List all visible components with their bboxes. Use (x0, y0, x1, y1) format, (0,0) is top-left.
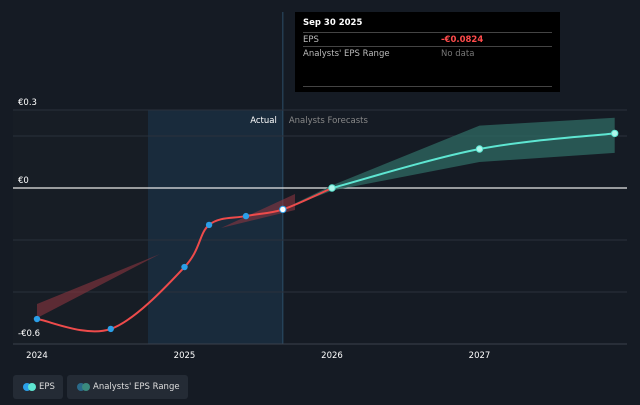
legend-range[interactable]: Analysts' EPS Range (67, 375, 188, 399)
eps-point (181, 263, 188, 271)
x-tick-label: 2026 (321, 351, 343, 361)
eps-point (33, 315, 41, 323)
eps-point (205, 221, 213, 229)
range-forecast-dot-icon (82, 383, 90, 391)
eps-chart: €0.3 €0 -€0.6 2024 2025 2026 2027 Actual Analyst… (13, 12, 627, 361)
range-dot-icon (77, 383, 85, 391)
eps-forecast-dot-icon (28, 383, 36, 391)
x-tick-label: 2024 (26, 351, 48, 361)
legend-range-label: Analysts' EPS Range (93, 382, 180, 392)
actual-label: Actual (250, 116, 277, 126)
eps-forecast-point (475, 145, 484, 153)
forecast-label: Analysts Forecasts (289, 116, 369, 126)
tooltip-date: Sep 30 2025 (303, 18, 363, 28)
legend-eps-label: EPS (39, 382, 55, 392)
tooltip: Sep 30 2025 EPS -€0.0824 Analysts' EPS Ra… (295, 12, 560, 92)
past-range-wedge (37, 254, 160, 318)
past-range-wedge (221, 194, 295, 228)
tooltip-range-value: No data (441, 49, 475, 59)
eps-point (107, 325, 114, 333)
eps-point (279, 205, 287, 214)
eps-forecast-point (611, 129, 619, 138)
tooltip-eps-row: EPS -€0.0824 (303, 32, 552, 47)
y-tick-label: €0.3 (18, 98, 37, 108)
legend-eps[interactable]: EPS (13, 375, 63, 399)
tooltip-eps-value: -€0.0824 (441, 35, 484, 45)
y-tick-label: €0 (18, 176, 29, 186)
tooltip-range-row: Analysts' EPS Range No data (303, 46, 552, 61)
eps-forecast-point (328, 184, 336, 192)
x-tick-label: 2025 (174, 351, 196, 361)
tooltip-range-label: Analysts' EPS Range (303, 49, 390, 59)
eps-point (242, 212, 250, 220)
tooltip-eps-label: EPS (303, 35, 319, 45)
y-tick-label: -€0.6 (18, 329, 40, 339)
eps-dot-icon (23, 383, 31, 391)
highlight-region (148, 110, 283, 344)
x-tick-label: 2027 (469, 351, 491, 361)
forecast-range-band (282, 117, 615, 210)
